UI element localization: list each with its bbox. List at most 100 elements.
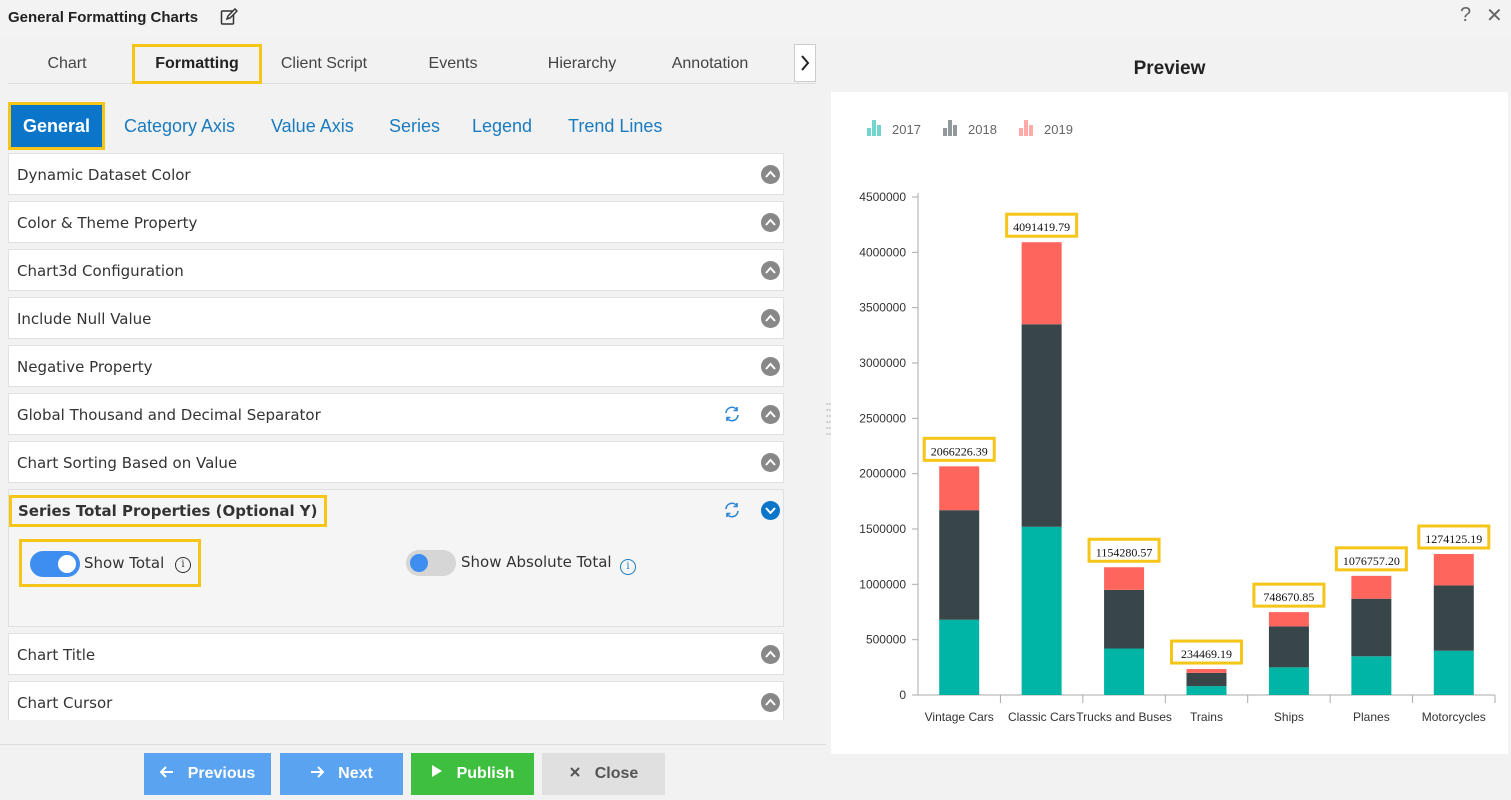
previous-button[interactable]: Previous xyxy=(144,753,271,795)
section-chart3d-configuration[interactable]: Chart3d Configuration xyxy=(8,249,784,291)
publish-button[interactable]: Publish xyxy=(411,753,534,795)
arrow-right-icon xyxy=(311,766,325,778)
show-total-highlight: Show Total i xyxy=(19,539,201,587)
bar-2019 xyxy=(1433,553,1474,586)
toggle-knob xyxy=(58,555,76,573)
chevron-up-icon[interactable] xyxy=(761,357,780,376)
subtab-trend-lines[interactable]: Trend Lines xyxy=(568,116,663,136)
total-data-label: 4091419.79 xyxy=(1013,220,1070,234)
total-label-box xyxy=(1334,546,1408,572)
chevron-up-icon[interactable] xyxy=(761,693,780,712)
chevron-up-icon[interactable] xyxy=(761,645,780,664)
y-tick-label: 2500000 xyxy=(859,411,906,425)
arrow-left-icon xyxy=(159,766,173,778)
tab-annotation[interactable]: Annotation xyxy=(671,55,749,72)
tabs-scroll-right-icon[interactable] xyxy=(794,44,816,82)
subtab-general[interactable]: General xyxy=(8,102,106,150)
section-chart-title[interactable]: Chart Title xyxy=(8,633,784,675)
close-icon xyxy=(569,767,580,777)
bar-2019 xyxy=(1186,669,1227,673)
total-data-label: 748670.85 xyxy=(1263,590,1314,604)
section-chart-sorting[interactable]: Chart Sorting Based on Value xyxy=(8,441,784,483)
bar-2018 xyxy=(1186,672,1227,687)
section-global-separator[interactable]: Global Thousand and Decimal Separator xyxy=(8,393,784,435)
bar-2018 xyxy=(1104,589,1145,649)
total-data-label: 2066226.39 xyxy=(931,444,988,458)
tab-formatting[interactable]: Formatting xyxy=(132,44,262,84)
panel-splitter-handle[interactable] xyxy=(826,400,831,440)
section-label: Chart Title xyxy=(17,646,96,664)
close-window-icon[interactable]: ✕ xyxy=(1486,5,1503,27)
info-icon[interactable]: i xyxy=(175,557,191,573)
info-icon[interactable]: i xyxy=(620,559,636,575)
chevron-up-icon[interactable] xyxy=(761,165,780,184)
x-tick-label: Classic Cars xyxy=(1008,710,1075,724)
section-list: Dynamic Dataset Color Color & Theme Prop… xyxy=(8,153,784,720)
section-label: Global Thousand and Decimal Separator xyxy=(17,406,321,424)
y-tick-label: 0 xyxy=(899,688,906,702)
y-tick-label: 4000000 xyxy=(859,245,906,259)
chevron-up-icon[interactable] xyxy=(761,309,780,328)
bar-2019 xyxy=(939,466,980,511)
subtab-series[interactable]: Series xyxy=(389,116,441,136)
top-tab-bar: Chart Formatting Client Script Events Hi… xyxy=(8,44,816,84)
legend-label: 2019 xyxy=(1044,122,1073,137)
legend-swatch xyxy=(877,125,881,136)
help-icon[interactable]: ? xyxy=(1460,4,1472,26)
tab-client-script[interactable]: Client Script xyxy=(280,55,368,72)
show-absolute-total-toggle[interactable] xyxy=(406,550,456,576)
bar-2018 xyxy=(1351,598,1392,657)
subtab-category-axis[interactable]: Category Axis xyxy=(124,116,236,136)
section-color-theme-property[interactable]: Color & Theme Property xyxy=(8,201,784,243)
chevron-up-icon[interactable] xyxy=(761,453,780,472)
chevron-down-icon[interactable] xyxy=(761,501,780,520)
subtab-value-axis[interactable]: Value Axis xyxy=(271,116,354,136)
section-chart-cursor[interactable]: Chart Cursor xyxy=(8,681,784,720)
section-label: Chart3d Configuration xyxy=(17,262,184,280)
refresh-icon[interactable] xyxy=(723,405,741,423)
legend-item-2018[interactable]: 2018 xyxy=(943,120,997,137)
legend-label: 2017 xyxy=(892,122,921,137)
section-label: Chart Cursor xyxy=(17,694,113,712)
toggle-knob xyxy=(410,554,428,572)
section-series-total-properties[interactable]: Series Total Properties (Optional Y) Sho… xyxy=(8,489,784,627)
legend-swatch xyxy=(1024,120,1028,136)
chevron-up-icon[interactable] xyxy=(761,213,780,232)
tab-events[interactable]: Events xyxy=(428,55,478,72)
publish-label: Publish xyxy=(456,765,515,782)
close-label: Close xyxy=(594,765,639,782)
show-total-label: Show Total xyxy=(84,554,165,572)
close-button[interactable]: Close xyxy=(542,753,665,795)
tab-chart[interactable]: Chart xyxy=(47,55,87,72)
legend-swatch xyxy=(872,120,876,136)
legend-item-2017[interactable]: 2017 xyxy=(867,120,921,137)
legend-swatch xyxy=(953,125,957,136)
bar-2017 xyxy=(1351,656,1392,695)
previous-label: Previous xyxy=(187,765,256,782)
section-dynamic-dataset-color[interactable]: Dynamic Dataset Color xyxy=(8,153,784,195)
window-title: General Formatting Charts xyxy=(8,9,199,26)
show-total-toggle[interactable] xyxy=(30,551,80,577)
chevron-up-icon[interactable] xyxy=(761,261,780,280)
y-tick-label: 4500000 xyxy=(859,190,906,204)
section-include-null-value[interactable]: Include Null Value xyxy=(8,297,784,339)
edit-icon[interactable] xyxy=(220,8,238,26)
bar-2018 xyxy=(1433,585,1474,651)
section-negative-property[interactable]: Negative Property xyxy=(8,345,784,387)
legend-item-2019[interactable]: 2019 xyxy=(1019,120,1073,137)
section-label: Chart Sorting Based on Value xyxy=(17,454,238,472)
total-data-label: 1274125.19 xyxy=(1425,532,1482,546)
legend-swatch xyxy=(867,128,871,136)
x-tick-label: Motorcycles xyxy=(1422,710,1486,724)
bar-2019 xyxy=(1021,242,1062,325)
y-tick-label: 1500000 xyxy=(859,522,906,536)
bar-2019 xyxy=(1104,567,1145,590)
total-data-label: 234469.19 xyxy=(1181,647,1232,661)
tab-hierarchy[interactable]: Hierarchy xyxy=(547,55,617,72)
legend-swatch xyxy=(1019,128,1023,136)
chevron-up-icon[interactable] xyxy=(761,405,780,424)
subtab-legend[interactable]: Legend xyxy=(472,116,533,136)
x-tick-label: Planes xyxy=(1353,710,1390,724)
next-button[interactable]: Next xyxy=(280,753,403,795)
refresh-icon[interactable] xyxy=(723,501,741,519)
